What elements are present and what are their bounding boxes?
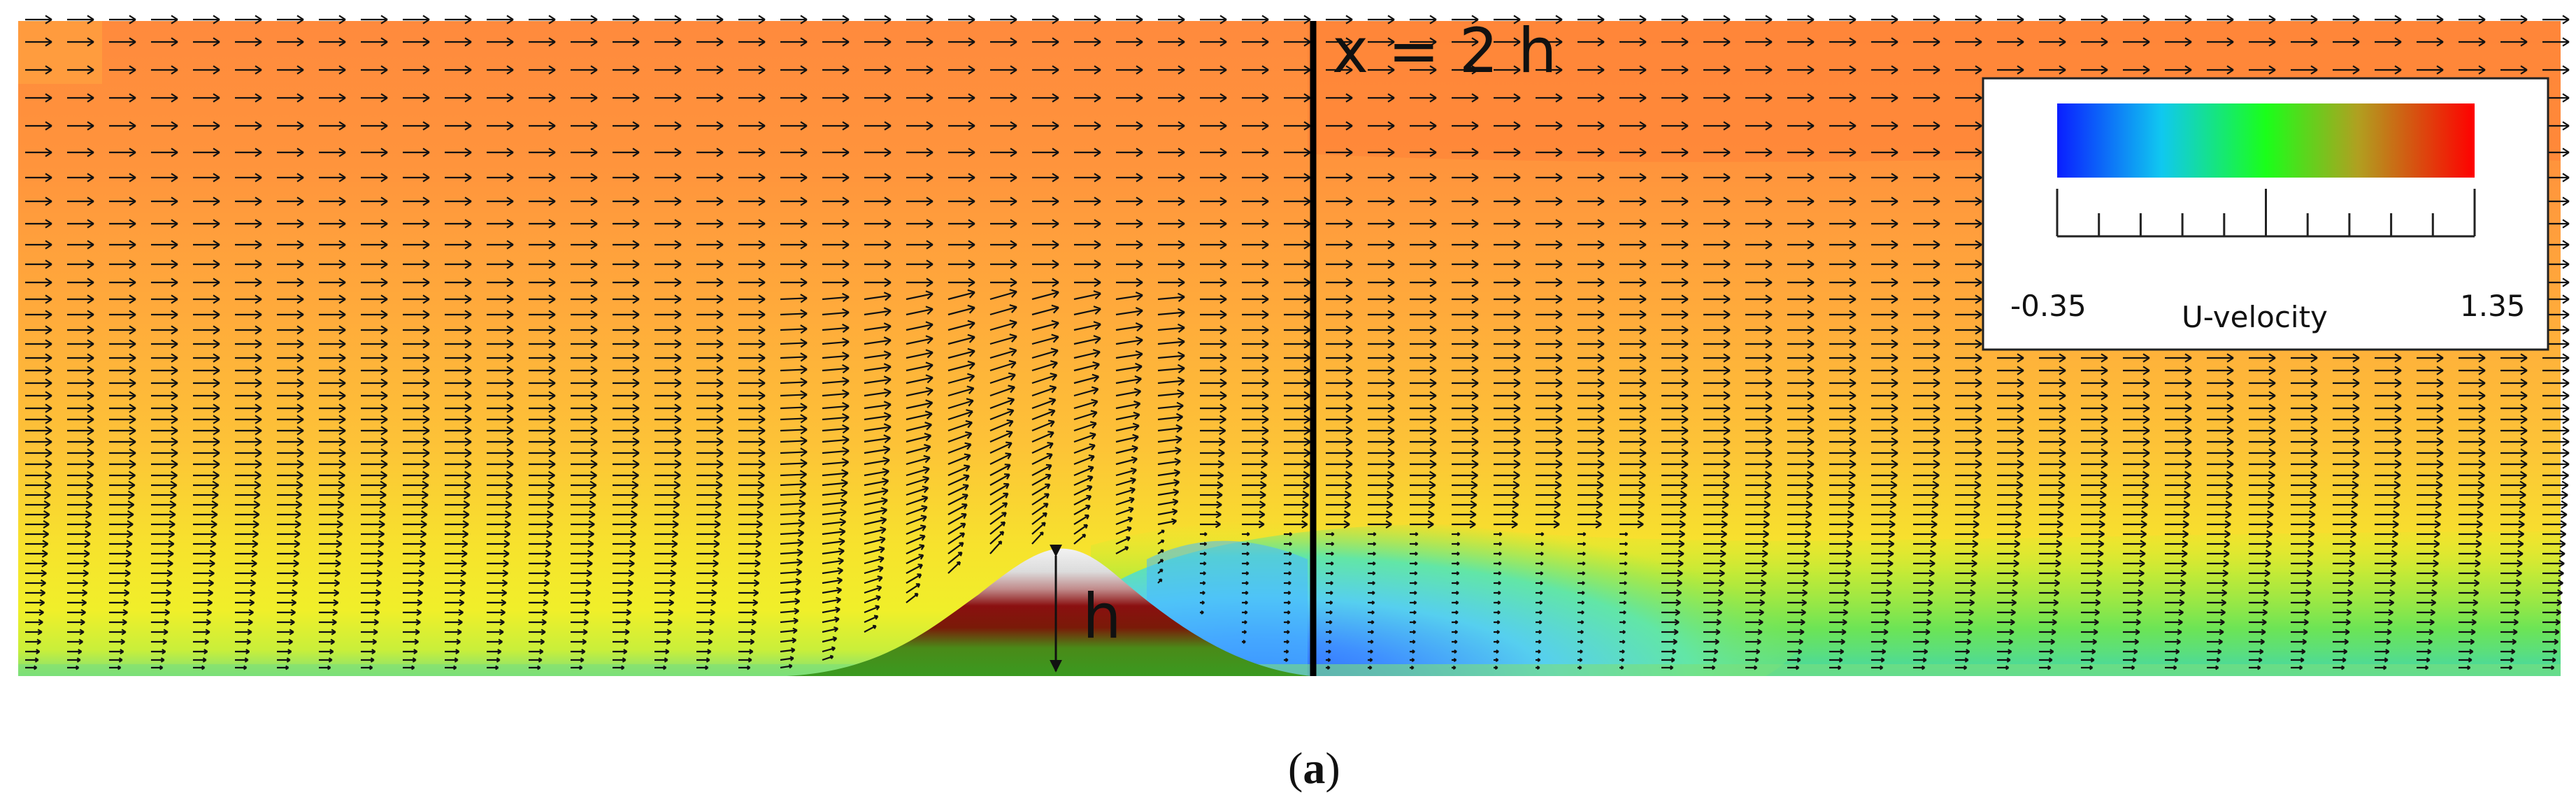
svg-text:(a): (a)	[1288, 743, 1340, 793]
caption-letter: a	[1303, 743, 1325, 793]
colorbar-ticks	[2056, 189, 2476, 238]
figure-caption: (a)	[1288, 743, 1340, 793]
colorbar-min-label: -0.35	[2010, 289, 2087, 323]
colorbar-gradient	[2057, 103, 2475, 178]
caption-close-paren: )	[1325, 743, 1340, 793]
velocity-vector-arrows	[25, 15, 2570, 670]
height-label: h	[1082, 580, 1122, 652]
colorbar-max-label: 1.35	[2460, 289, 2526, 323]
colorbar-legend: -0.35 U-velocity 1.35	[1982, 77, 2549, 351]
hill-obstacle	[787, 548, 1311, 676]
caption-open-paren: (	[1288, 743, 1303, 793]
line-label: x = 2 h	[1332, 15, 1557, 87]
colorbar-title: U-velocity	[2182, 300, 2328, 334]
arrow-glyphs	[25, 15, 2570, 670]
